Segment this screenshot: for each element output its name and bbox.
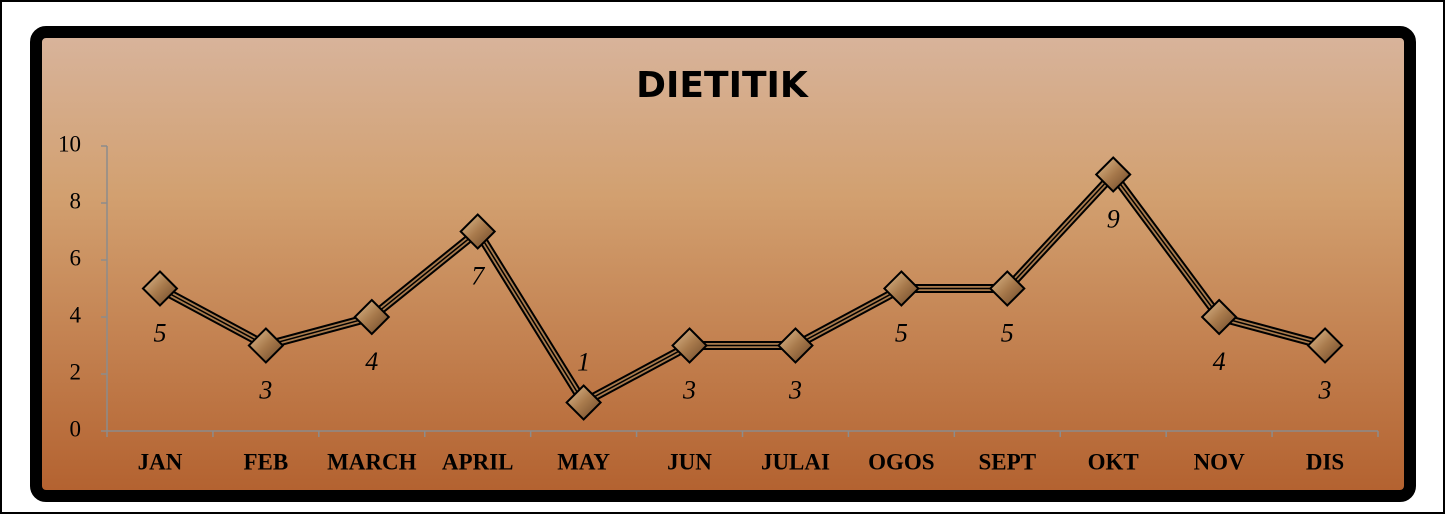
data-label: 3	[682, 375, 696, 404]
data-label: 7	[471, 261, 485, 290]
y-tick-label: 2	[70, 359, 82, 384]
marker	[1200, 298, 1238, 336]
x-tick-label: MAY	[557, 449, 610, 474]
x-tick-label: JULAI	[761, 449, 830, 474]
x-tick-label: NOV	[1194, 449, 1246, 474]
marker	[1306, 327, 1344, 364]
marker	[777, 327, 814, 364]
data-label: 5	[1001, 318, 1014, 347]
y-tick-label: 6	[70, 245, 82, 270]
data-label: 3	[258, 375, 272, 404]
data-label: 5	[153, 318, 166, 347]
line-core	[159, 173, 1326, 404]
y-tick-label: 0	[70, 416, 82, 441]
x-tick-label: SEPT	[979, 449, 1037, 474]
y-tick-label: 10	[58, 131, 81, 156]
marker	[671, 327, 708, 364]
marker	[882, 270, 920, 307]
x-tick-label: JAN	[138, 449, 183, 474]
marker	[353, 298, 391, 336]
data-label: 5	[895, 318, 908, 347]
x-tick-label: OGOS	[868, 449, 934, 474]
x-tick-label: JUN	[667, 449, 712, 474]
data-label: 3	[1318, 375, 1332, 404]
x-tick-label: DIS	[1306, 449, 1344, 474]
data-label: 4	[1213, 347, 1226, 376]
data-label: 9	[1107, 204, 1120, 233]
marker	[459, 213, 497, 250]
x-tick-label: MARCH	[327, 449, 417, 474]
chart-title: DIETITIK	[636, 65, 809, 106]
data-label: 3	[788, 375, 802, 404]
marker	[247, 327, 285, 364]
data-label: 4	[365, 347, 378, 376]
marker	[141, 270, 179, 307]
y-tick-label: 4	[70, 302, 82, 327]
data-label: 1	[577, 347, 590, 376]
x-tick-label: OKT	[1088, 449, 1139, 474]
chart-frame	[30, 26, 1416, 502]
marker	[1094, 156, 1132, 193]
y-tick-label: 8	[70, 188, 82, 213]
x-tick-label: FEB	[244, 449, 289, 474]
marker	[565, 384, 603, 421]
x-tick-label: APRIL	[442, 449, 514, 474]
marker	[988, 270, 1026, 307]
